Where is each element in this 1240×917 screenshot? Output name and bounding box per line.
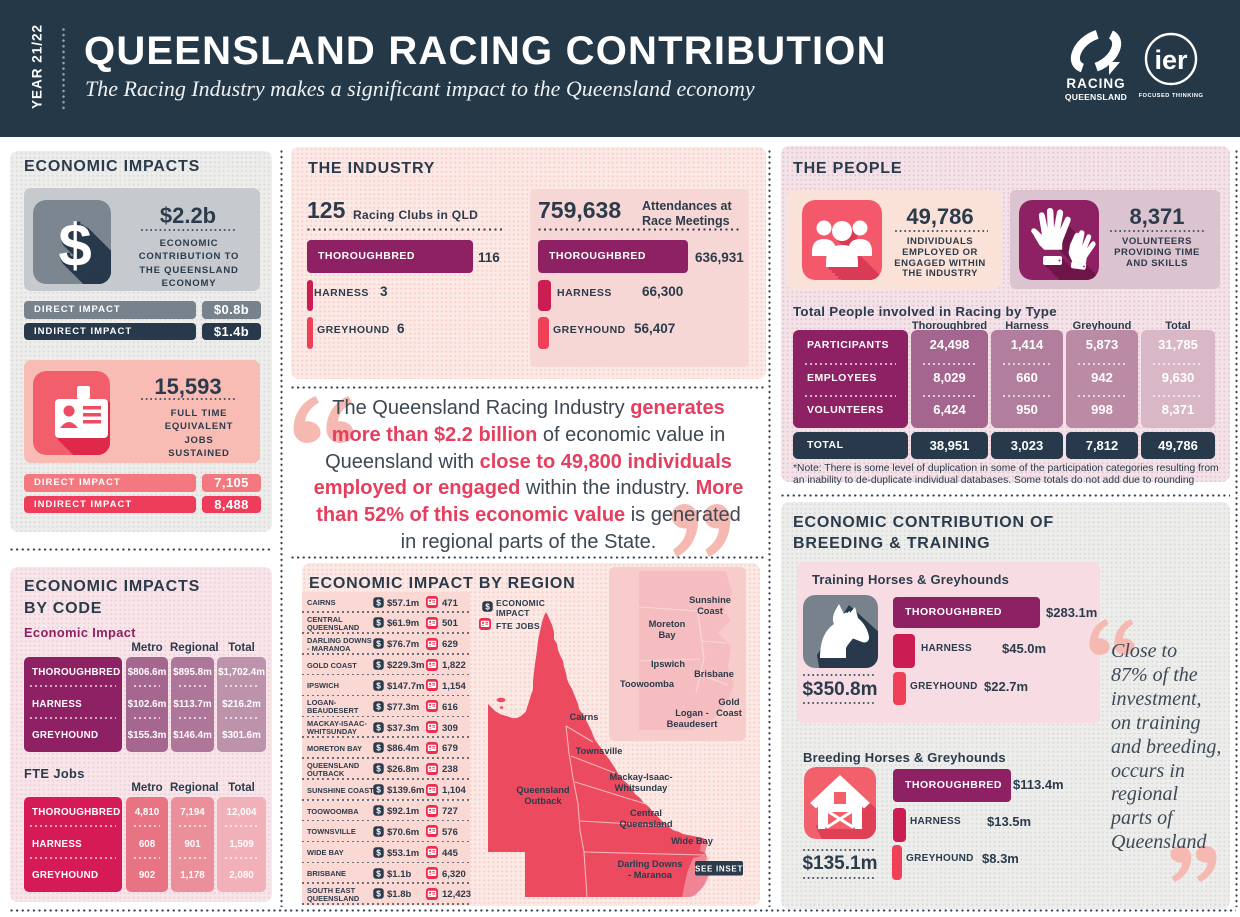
svg-text:Wide Bay: Wide Bay <box>671 836 714 846</box>
svg-text:ier: ier <box>1154 45 1188 75</box>
svg-text:$: $ <box>87 241 111 284</box>
svg-text:Central: Central <box>630 808 662 818</box>
svg-text:Sunshine: Sunshine <box>689 595 731 605</box>
svg-text:$: $ <box>376 723 381 732</box>
svg-text:Logan -: Logan - <box>675 708 709 718</box>
svg-text:FOCUSED THINKING: FOCUSED THINKING <box>1139 93 1204 99</box>
svg-text:Queensland: Queensland <box>619 819 673 829</box>
svg-text:Darling Downs: Darling Downs <box>617 859 682 869</box>
svg-text:Gold: Gold <box>718 697 739 707</box>
svg-text:$: $ <box>376 890 381 899</box>
svg-text:$: $ <box>376 681 381 690</box>
svg-text:$: $ <box>376 807 381 816</box>
svg-text:$: $ <box>81 235 111 284</box>
svg-text:Cairns: Cairns <box>570 712 599 722</box>
svg-text:$: $ <box>105 259 111 284</box>
svg-text:$: $ <box>78 232 111 284</box>
svg-text:Outback: Outback <box>524 796 562 806</box>
svg-text:$: $ <box>90 244 111 284</box>
svg-text:$: $ <box>376 661 381 670</box>
svg-text:$: $ <box>75 229 108 284</box>
svg-text:Whitsunday: Whitsunday <box>615 783 669 793</box>
svg-text:$: $ <box>58 212 91 279</box>
svg-text:$: $ <box>60 214 93 281</box>
svg-text:$: $ <box>63 217 96 284</box>
svg-text:$: $ <box>376 598 381 607</box>
svg-text:SEE INSET: SEE INSET <box>695 865 743 874</box>
svg-text:Toowoomba: Toowoomba <box>620 679 675 689</box>
svg-text:$: $ <box>376 765 381 774</box>
svg-text:$: $ <box>84 238 111 284</box>
svg-text:Bay: Bay <box>658 630 676 640</box>
svg-text:$: $ <box>66 220 99 284</box>
svg-text:$: $ <box>376 786 381 795</box>
svg-text:$: $ <box>376 619 381 628</box>
svg-text:Ipswich: Ipswich <box>651 659 685 669</box>
svg-text:$: $ <box>485 603 490 612</box>
svg-text:$: $ <box>99 253 111 284</box>
svg-text:$: $ <box>108 262 111 284</box>
svg-text:Queensland: Queensland <box>516 785 570 795</box>
svg-text:$: $ <box>376 827 381 836</box>
svg-text:Beaudesert: Beaudesert <box>667 719 718 729</box>
svg-text:$: $ <box>69 223 102 284</box>
svg-text:$: $ <box>376 640 381 649</box>
svg-text:$: $ <box>96 250 111 284</box>
svg-text:$: $ <box>376 869 381 878</box>
svg-text:$: $ <box>72 226 105 284</box>
svg-text:Coast: Coast <box>697 606 723 616</box>
svg-text:RACING: RACING <box>1066 76 1125 91</box>
svg-text:$: $ <box>102 256 111 284</box>
svg-text:$: $ <box>376 848 381 857</box>
svg-text:$: $ <box>376 744 381 753</box>
svg-text:Brisbane: Brisbane <box>694 669 734 679</box>
svg-text:Mackay-Isaac-: Mackay-Isaac- <box>609 772 672 782</box>
svg-text:$: $ <box>376 702 381 711</box>
svg-text:$: $ <box>93 247 111 284</box>
svg-text:Townsville: Townsville <box>576 746 623 756</box>
svg-text:QUEENSLAND: QUEENSLAND <box>1065 92 1127 102</box>
svg-text:Moreton: Moreton <box>649 619 686 629</box>
svg-text:- Maranoa: - Maranoa <box>628 870 673 880</box>
svg-text:Coast: Coast <box>716 708 742 718</box>
